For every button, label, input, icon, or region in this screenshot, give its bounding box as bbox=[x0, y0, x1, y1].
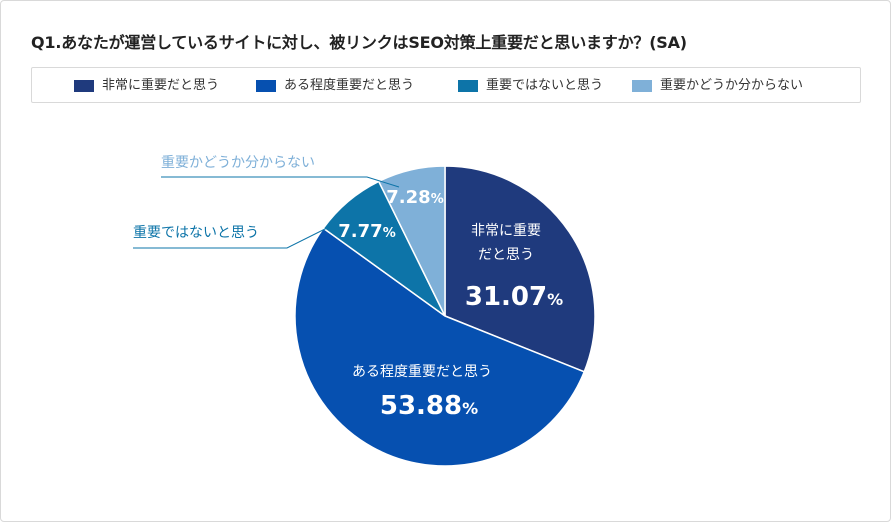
pie-slice bbox=[377, 165, 446, 317]
slice-value-label: 7.77% bbox=[338, 221, 395, 242]
pie-slice bbox=[294, 227, 586, 467]
legend-label: 非常に重要だと思う bbox=[102, 78, 220, 93]
legend-swatch bbox=[74, 80, 94, 92]
chart-title: Q1.あなたが運営しているサイトに対し、被リンクはSEO対策上重要だと思いますか… bbox=[31, 33, 687, 52]
legend-label: ある程度重要だと思う bbox=[284, 78, 415, 93]
slice-outside-label: 重要かどうか分からない bbox=[161, 155, 315, 171]
legend: 非常に重要だと思う ある程度重要だと思う 重要ではないと思う 重要かどうか分から… bbox=[31, 67, 861, 103]
pie-slice bbox=[444, 165, 596, 373]
legend-label: 重要かどうか分からない bbox=[660, 78, 804, 93]
slice-label: ある程度重要だと思う bbox=[352, 364, 492, 380]
slice-outside-label: 重要ではないと思う bbox=[133, 225, 259, 241]
leader-line bbox=[161, 176, 400, 188]
leader-line bbox=[133, 225, 332, 249]
slice-label: 非常に重要 bbox=[471, 223, 541, 239]
legend-label: 重要ではないと思う bbox=[486, 78, 604, 93]
slice-value-label: 53.88% bbox=[380, 391, 478, 421]
slice-value-label: 31.07% bbox=[465, 282, 563, 312]
legend-swatch bbox=[256, 80, 276, 92]
slice-value-label: 7.28% bbox=[386, 187, 443, 208]
legend-swatch bbox=[458, 80, 478, 92]
slice-label: だと思う bbox=[478, 247, 534, 263]
legend-swatch bbox=[632, 80, 652, 92]
